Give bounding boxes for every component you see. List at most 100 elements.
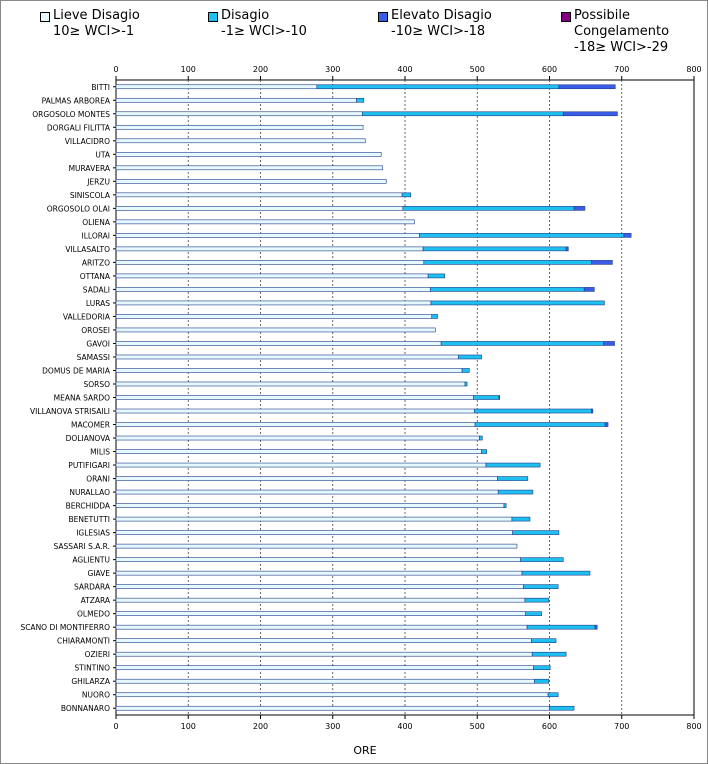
category-label: GHILARZA <box>71 677 110 686</box>
bar-segment <box>115 543 518 549</box>
bar-segment <box>115 368 463 373</box>
bar-segment <box>419 233 625 238</box>
category-label: VILLASALTO <box>65 245 110 254</box>
bar-segment <box>511 516 531 522</box>
category-label: NURALLAO <box>69 488 110 497</box>
category-label: BERCHIDDA <box>66 502 111 511</box>
x-tick-label-top: 100 <box>181 65 196 74</box>
category-label: LURAS <box>86 299 110 308</box>
bar-segment <box>115 435 480 441</box>
bar-segment <box>402 206 575 211</box>
bar-segment <box>481 449 487 454</box>
bar-segment <box>115 165 383 171</box>
category-label: DOLIANOVA <box>66 434 111 443</box>
bar-segment <box>115 84 318 90</box>
category-label: VILLACIDRO <box>65 137 110 146</box>
category-label: VILLANOVA STRISAILI <box>30 407 110 416</box>
bar-segment <box>115 449 482 454</box>
category-label: OROSEI <box>81 326 110 335</box>
bar-segment <box>115 705 550 711</box>
bar-segment <box>115 584 524 589</box>
category-label: CHIARAMONTI <box>57 637 110 646</box>
category-label: GAVOI <box>86 339 110 348</box>
x-tick-label-bottom: 600 <box>542 722 557 731</box>
category-label: STINTINO <box>75 664 111 673</box>
bar-segment <box>115 287 431 292</box>
bar-segment <box>115 503 505 508</box>
bar-segment <box>440 341 604 346</box>
bar-segment <box>115 665 534 671</box>
bar-segment <box>115 381 466 387</box>
bar-segment <box>115 611 526 616</box>
category-label: OLIENA <box>82 218 111 227</box>
bar-segment <box>115 300 432 306</box>
bar-segment <box>356 97 365 103</box>
x-tick-label-top: 500 <box>470 65 485 74</box>
bar-segment <box>521 570 591 576</box>
bar-segment <box>497 489 534 495</box>
category-label: SAMASSI <box>77 353 110 362</box>
category-label: OLMEDO <box>77 610 110 619</box>
bar-segment <box>533 665 551 671</box>
legend-swatch-lieve <box>40 12 50 22</box>
category-label: JERZU <box>86 177 110 186</box>
bar-segment <box>115 638 532 643</box>
bar-segment <box>583 287 595 292</box>
legend-label-lieve: Lieve Disagio 10≥ WCI>-1 <box>53 8 140 39</box>
bar-segment <box>604 422 609 427</box>
bar-segment <box>316 84 560 90</box>
bar-segment <box>474 422 606 427</box>
bar-segment <box>473 395 500 400</box>
bar-segment <box>525 611 542 616</box>
bar-segment <box>497 476 529 481</box>
category-label: UTA <box>95 150 110 159</box>
bar-segment <box>531 651 567 657</box>
x-tick-label-bottom: 400 <box>397 722 412 731</box>
category-label: BITTI <box>91 83 110 92</box>
bar-segment <box>591 408 594 414</box>
x-axis-label: ORE <box>353 744 376 757</box>
category-label: SARDARA <box>74 583 111 592</box>
bar-segment <box>115 138 366 144</box>
bar-segment <box>562 111 618 117</box>
legend-swatch-congelamento <box>561 12 571 22</box>
bar-segment <box>485 462 541 468</box>
category-label: ARITZO <box>82 258 110 267</box>
x-tick-label-bottom: 700 <box>614 722 629 731</box>
bar-segment <box>115 152 382 157</box>
category-label: SASSARI S.A.R. <box>54 542 110 551</box>
category-label: SORSO <box>83 380 110 389</box>
bar-segment <box>115 557 521 562</box>
category-label: MILIS <box>90 448 110 457</box>
legend-swatch-disagio <box>208 12 218 22</box>
category-label: BENETUTTI <box>68 515 110 524</box>
bar-segment <box>523 584 559 589</box>
bar-segment <box>115 624 528 630</box>
category-label: ILLORAI <box>82 231 110 240</box>
bar-segment <box>115 327 436 333</box>
x-tick-label-bottom: 200 <box>253 722 268 731</box>
bar-segment <box>115 206 404 211</box>
category-label: ORGOSOLO MONTES <box>32 110 110 119</box>
bar-segment <box>115 489 499 495</box>
bar-segment <box>549 705 575 711</box>
x-tick-label-bottom: 300 <box>325 722 340 731</box>
bar-segment <box>429 287 585 292</box>
bar-segment <box>431 314 438 319</box>
bar-segment <box>623 233 632 238</box>
bar-segment <box>115 314 433 319</box>
bar-segment <box>594 624 598 630</box>
category-label: PUTIFIGARI <box>68 461 110 470</box>
bar-segment <box>115 476 498 481</box>
category-label: ORANI <box>86 475 110 484</box>
x-tick-label-top: 300 <box>325 65 340 74</box>
bar-segment <box>461 368 470 373</box>
bar-segment <box>115 395 474 400</box>
bar-segment <box>115 570 523 576</box>
bar-segment <box>524 597 550 603</box>
bar-segment <box>362 111 564 117</box>
bar-segment <box>479 435 483 441</box>
bar-segment <box>603 341 615 346</box>
legend-swatch-elevato <box>378 12 388 22</box>
bar-segment <box>464 381 468 387</box>
